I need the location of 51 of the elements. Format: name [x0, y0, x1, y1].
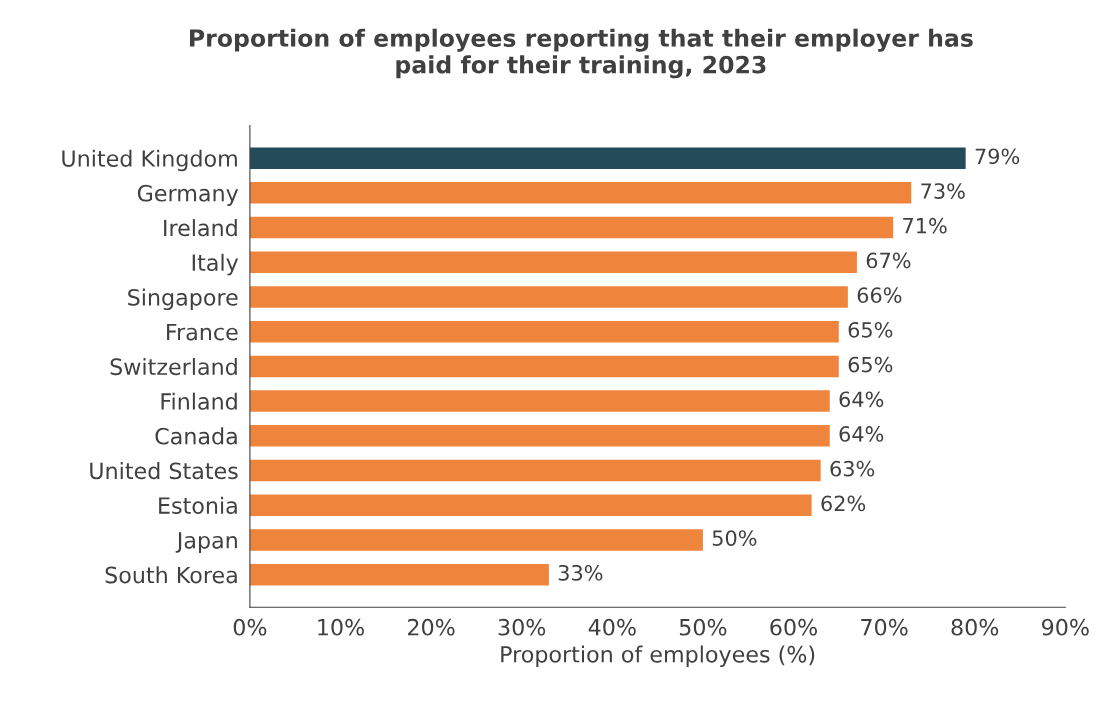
x-tick-label: 30% — [498, 618, 546, 636]
x-tick-label: 90% — [1042, 618, 1089, 636]
bar — [249, 494, 812, 516]
y-tick-label: Ireland — [164, 219, 237, 237]
bar — [249, 286, 848, 308]
data-label: 33% — [558, 564, 603, 581]
data-label: 79% — [975, 148, 1020, 165]
x-tick-label: 10% — [318, 618, 364, 636]
data-label: 64% — [839, 391, 884, 408]
y-tick-label: Germany — [137, 184, 239, 206]
data-label: 67% — [866, 252, 911, 269]
data-label: 65% — [848, 321, 893, 338]
x-tick-label: 40% — [588, 618, 636, 636]
x-tick-label: 0% — [233, 618, 267, 636]
y-tick-label: South Korea — [105, 566, 237, 584]
bar — [249, 563, 549, 586]
bar — [249, 425, 830, 447]
bar — [249, 390, 830, 412]
data-label: 62% — [821, 495, 866, 512]
y-tick-label: United States — [90, 462, 238, 480]
y-tick-label: Finland — [161, 392, 237, 410]
y-tick-label: Switzerland — [110, 357, 237, 376]
data-label: 71% — [903, 217, 947, 234]
bar — [249, 147, 966, 169]
data-label: 50% — [712, 530, 757, 546]
x-tick-label: 80% — [951, 618, 999, 636]
bar — [249, 320, 839, 343]
x-tick-label: 20% — [408, 618, 455, 636]
y-tick-label: United Kingdom — [62, 149, 237, 172]
x-axis-title: Proportion of employees (%) — [501, 645, 815, 667]
y-tick-label: Japan — [175, 532, 237, 553]
bar — [249, 459, 821, 482]
data-label: 64% — [839, 426, 884, 442]
y-tick-label: Canada — [155, 427, 237, 445]
bar — [249, 216, 894, 239]
y-tick-label: Estonia — [159, 496, 237, 514]
x-tick-label: 50% — [679, 618, 727, 636]
bar — [249, 182, 912, 204]
y-tick-label: Singapore — [128, 288, 238, 311]
data-label: 65% — [848, 356, 893, 373]
x-tick-label: 70% — [861, 618, 908, 636]
y-tick-label: France — [167, 323, 238, 341]
data-label: 63% — [830, 460, 875, 477]
chart-title: Proportion of employees reporting that their employer has paid for their training, 2023 — [190, 28, 973, 79]
bar — [249, 355, 839, 378]
y-tick-label: Italy — [192, 253, 239, 276]
bar — [249, 529, 703, 551]
bar — [249, 251, 857, 274]
x-tick-label: 60% — [770, 618, 817, 636]
data-label: 73% — [921, 183, 965, 199]
data-label: 66% — [857, 287, 902, 304]
